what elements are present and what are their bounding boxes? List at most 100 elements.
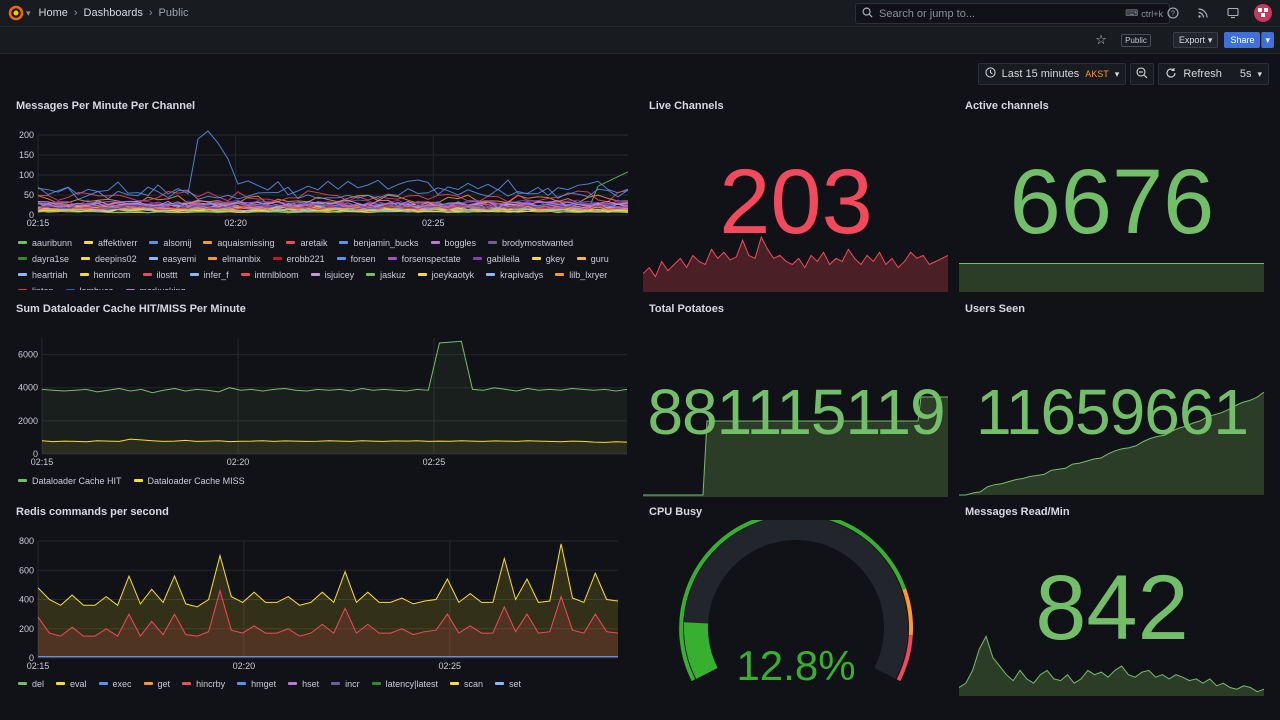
panel-active-channels[interactable]: Active channels 6676 [959,100,1265,294]
panel-messages-per-minute[interactable]: Messages Per Minute Per Channel 0 50 100 15… [10,100,630,290]
legend-item[interactable]: erobb221 [272,252,325,265]
legend-item[interactable]: easyemi [148,252,196,265]
breadcrumb-home[interactable]: Home [38,7,68,19]
legend-item[interactable]: markusking [125,284,186,290]
time-range-picker[interactable]: Last 15 minutes AKST ▾ [977,63,1127,85]
y-tick-label: 600 [19,565,34,575]
chevron-down-icon[interactable]: ▾ [26,7,31,18]
panel-title: Messages Read/Min [965,506,1070,518]
legend-item[interactable]: aretaik [286,236,327,249]
legend-label: aauribunn [32,237,73,248]
panel-total-potatoes[interactable]: Total Potatoes 881115119 [643,303,949,497]
legend-item[interactable]: boggles [430,236,476,249]
legend-item[interactable]: brodymostwanted [488,236,573,249]
legend-item[interactable]: get [143,677,170,690]
legend-item[interactable]: alsomij [149,236,191,249]
legend-item[interactable]: intrnlbloom [240,268,299,281]
legend-item[interactable]: aquaismissing [203,236,274,249]
legend-item[interactable]: set [495,677,521,690]
legend-item[interactable]: incr [331,677,360,690]
legend-item[interactable]: hset [288,677,319,690]
star-icon[interactable]: ☆ [1095,32,1107,47]
legend-label: forsen [350,253,376,264]
panel-title: Users Seen [965,303,1025,315]
news-feed-icon[interactable] [1194,4,1212,22]
search-shortcut: ⌨ ctrl+k [1125,8,1163,19]
search-input[interactable]: Search or jump to... ⌨ ctrl+k [855,3,1170,24]
export-button[interactable]: Export ▾ [1172,32,1219,48]
legend-item[interactable]: hmget [237,677,276,690]
legend-swatch [240,273,250,276]
legend-item[interactable]: elmambix [208,252,261,265]
panel-cpu-busy[interactable]: CPU Busy 12.8% [643,506,949,700]
sparkline-area [959,636,1264,696]
legend-item[interactable]: krapivadys [486,268,543,281]
legend-item[interactable]: forsen [336,252,376,265]
panel-title: Redis commands per second [16,506,169,518]
active-sparkline [959,263,1264,292]
legend-item[interactable]: Dataloader Cache HIT [18,474,122,487]
legend-label: forsenspectate [401,253,461,264]
refresh-button[interactable]: Refresh 5s ▾ [1158,63,1269,85]
share-menu-button[interactable]: ▾ [1261,32,1274,48]
refresh-interval[interactable]: 5s [1239,68,1252,80]
legend-item[interactable]: guru [576,252,609,265]
breadcrumb-dashboards[interactable]: Dashboards [83,7,143,19]
legend-item[interactable]: Dataloader Cache MISS [133,474,245,487]
x-tick-label: 02:20 [233,661,256,671]
svg-text:?: ? [1171,11,1175,18]
legend-item[interactable]: forsenspectate [387,252,461,265]
panel-title: Total Potatoes [649,303,724,315]
panel-title: Live Channels [649,100,724,112]
panel-dataloader-cache[interactable]: Sum Dataloader Cache HIT/MISS Per Minute… [10,303,630,493]
grafana-logo-icon[interactable] [8,5,24,21]
zoom-out-button[interactable] [1130,63,1155,85]
monitor-icon[interactable] [1224,4,1242,22]
legend-item[interactable]: lombuca [65,284,114,290]
x-tick-label: 02:15 [27,218,50,228]
legend-label: lipton [32,286,54,291]
legend-item[interactable]: isjuicey [310,268,354,281]
panel-messages-read[interactable]: Messages Read/Min 842 [959,506,1265,700]
x-tick-label: 02:25 [423,457,446,467]
messages-read-sparkline [959,635,1265,696]
legend-item[interactable]: joeykaotyk [417,268,474,281]
legend-item[interactable]: scan [450,677,483,690]
panel-live-channels[interactable]: Live Channels 203 [643,100,949,294]
legend-item[interactable]: dayra1se [18,252,69,265]
legend-item[interactable]: hincrby [182,677,225,690]
legend-item[interactable]: del [18,677,44,690]
legend-swatch [555,273,565,276]
avatar[interactable] [1254,4,1272,22]
legend-item[interactable]: jaskuz [366,268,406,281]
legend-item[interactable]: henricom [79,268,131,281]
legend-item[interactable]: affektiverr [84,236,137,249]
series-line [37,588,619,638]
legend-item[interactable]: gkey [531,252,565,265]
series-line [41,438,628,443]
x-tick-label: 02:15 [31,457,54,467]
chevron-down-icon: ▾ [1265,34,1270,45]
legend-item[interactable]: aauribunn [18,236,72,249]
share-label: Share [1230,35,1255,45]
legend-item[interactable]: infer_f [189,268,229,281]
legend-item[interactable]: eval [56,677,87,690]
panel-users-seen[interactable]: Users Seen 11659661 [959,303,1265,497]
legend-item[interactable]: gabileila [472,252,520,265]
legend-item[interactable]: exec [98,677,132,690]
legend-item[interactable]: lilb_lxryer [555,268,607,281]
help-icon[interactable]: ? [1164,4,1182,22]
legend-item[interactable]: ilosttt [142,268,178,281]
legend-label: gabileila [486,253,520,264]
panel-redis-commands[interactable]: Redis commands per second 0 200 400 600 800 0… [10,506,630,700]
stat-value: 203 [719,151,873,253]
stat-value: 881115119 [647,376,945,448]
legend-swatch [237,682,247,685]
legend-item[interactable]: lipton [18,284,54,290]
legend-item[interactable]: heartriah [18,268,68,281]
share-button[interactable]: Share [1224,32,1261,48]
legend-item[interactable]: latency|latest [371,677,438,690]
legend-item[interactable]: benjamin_bucks [339,236,419,249]
legend-label: krapivadys [500,269,544,280]
legend-item[interactable]: deepins02 [81,252,137,265]
